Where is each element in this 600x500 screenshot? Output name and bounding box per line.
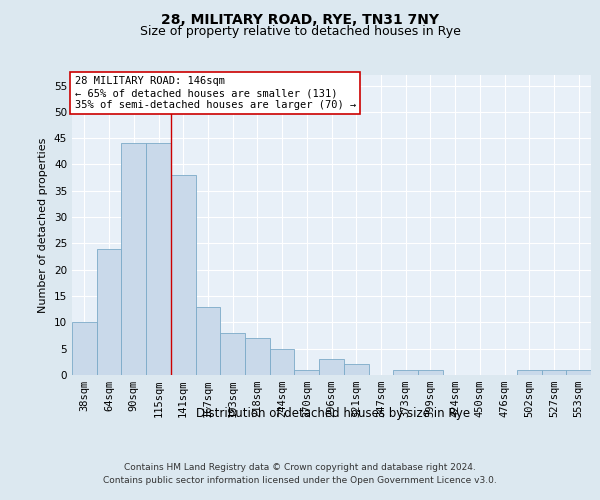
Bar — [418, 370, 443, 375]
Bar — [566, 370, 591, 375]
Bar — [295, 370, 319, 375]
Bar — [319, 359, 344, 375]
Bar — [517, 370, 542, 375]
Bar — [542, 370, 566, 375]
Text: 28, MILITARY ROAD, RYE, TN31 7NY: 28, MILITARY ROAD, RYE, TN31 7NY — [161, 12, 439, 26]
Text: Distribution of detached houses by size in Rye: Distribution of detached houses by size … — [196, 408, 470, 420]
Bar — [97, 248, 121, 375]
Text: 28 MILITARY ROAD: 146sqm
← 65% of detached houses are smaller (131)
35% of semi-: 28 MILITARY ROAD: 146sqm ← 65% of detach… — [74, 76, 356, 110]
Y-axis label: Number of detached properties: Number of detached properties — [38, 138, 49, 312]
Bar — [121, 144, 146, 375]
Bar — [220, 333, 245, 375]
Text: Contains HM Land Registry data © Crown copyright and database right 2024.: Contains HM Land Registry data © Crown c… — [124, 462, 476, 471]
Bar — [146, 144, 171, 375]
Bar — [344, 364, 368, 375]
Bar — [270, 348, 295, 375]
Bar — [72, 322, 97, 375]
Bar — [171, 175, 196, 375]
Bar — [393, 370, 418, 375]
Bar — [196, 306, 220, 375]
Text: Size of property relative to detached houses in Rye: Size of property relative to detached ho… — [140, 25, 460, 38]
Bar — [245, 338, 270, 375]
Text: Contains public sector information licensed under the Open Government Licence v3: Contains public sector information licen… — [103, 476, 497, 485]
